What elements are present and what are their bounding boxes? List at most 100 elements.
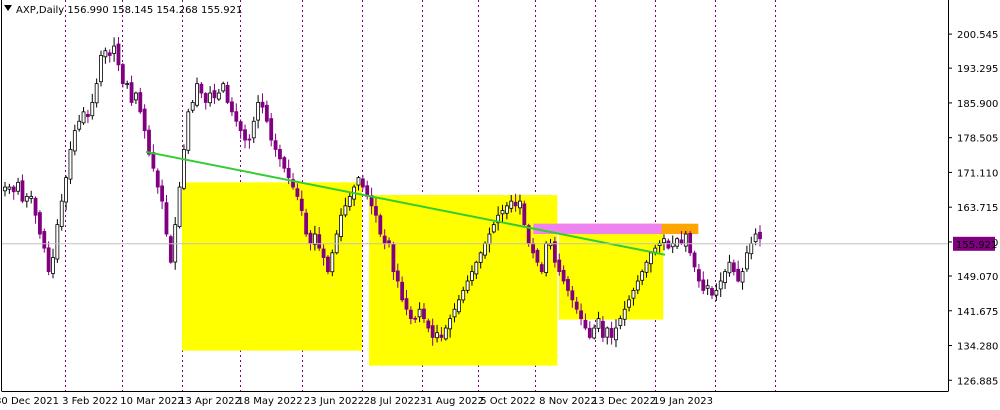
candle-body <box>648 252 653 265</box>
x-tick-label: 3 Feb 2022 <box>62 396 118 407</box>
candle-body <box>260 101 265 108</box>
candle-body <box>579 310 583 320</box>
candle-body <box>395 270 400 282</box>
candle-body <box>487 233 492 245</box>
x-tick-label: 23 Jun 2022 <box>304 396 364 407</box>
candle-body <box>378 215 383 235</box>
candle-body <box>312 233 317 245</box>
candle-body <box>264 104 269 122</box>
candle-body <box>142 108 147 132</box>
candle-body <box>426 320 431 329</box>
y-tick-label: 134.280 <box>957 342 998 353</box>
y-tick-label: 178.505 <box>957 134 998 145</box>
y-tick-label: 171.110 <box>957 168 998 179</box>
candle-body <box>291 179 295 188</box>
candle-body <box>531 243 535 254</box>
candle-body <box>216 92 221 100</box>
highlight-zone <box>182 182 362 351</box>
candle-body <box>99 55 103 83</box>
x-tick-label: 31 Aug 2022 <box>420 396 484 407</box>
candle-body <box>238 121 243 132</box>
candle-body <box>400 281 405 301</box>
candle-body <box>697 269 701 282</box>
candle-body <box>631 290 636 299</box>
candle-body <box>740 271 745 283</box>
candle-body <box>116 43 121 66</box>
collapse-arrow-icon[interactable] <box>4 5 12 11</box>
candle-body <box>544 243 549 273</box>
y-tick-label: 126.885 <box>957 376 998 387</box>
candle-body <box>7 186 12 190</box>
candle-body <box>317 234 322 249</box>
candle-body <box>640 271 645 281</box>
candle-body <box>221 83 226 92</box>
candle-body <box>465 280 470 291</box>
candle-body <box>539 264 544 273</box>
candle-body <box>478 252 483 263</box>
candle-body <box>190 102 195 111</box>
candle-body <box>504 205 509 214</box>
candle-body <box>644 261 649 273</box>
candle-body <box>679 239 684 244</box>
candle-body <box>731 262 736 273</box>
candle-body <box>391 244 396 273</box>
y-tick-label: 149.070 <box>957 272 998 283</box>
candle-body <box>662 238 666 244</box>
candle-body <box>147 129 151 155</box>
candle-body <box>3 186 7 192</box>
candle-body <box>448 318 453 330</box>
candle-body <box>374 206 378 216</box>
candle-body <box>212 90 217 99</box>
candle-body <box>749 243 754 255</box>
candle-body <box>496 214 501 224</box>
candle-body <box>404 298 409 310</box>
candle-body <box>77 120 82 130</box>
candle-body <box>443 327 448 340</box>
candle-body <box>282 157 287 169</box>
candle-body <box>278 149 282 160</box>
candle-body <box>461 290 466 301</box>
candle-body <box>243 129 247 141</box>
candle-body <box>605 327 610 338</box>
candle-body <box>452 308 457 318</box>
candle-body <box>583 319 588 329</box>
candle-body <box>753 233 758 243</box>
candle-body <box>522 203 527 226</box>
candle-body <box>24 196 29 202</box>
candle-body <box>33 197 38 216</box>
x-tick-label: 19 Jan 2023 <box>653 396 713 407</box>
candle-body <box>609 328 614 338</box>
candle-body <box>360 178 365 188</box>
current-price-tag <box>953 236 995 251</box>
candle-body <box>666 240 671 249</box>
candle-body <box>20 180 25 202</box>
candle-body <box>304 212 309 235</box>
candle-body <box>46 247 51 273</box>
candle-body <box>622 308 627 320</box>
candle-body <box>339 214 343 237</box>
candle-body <box>177 186 182 228</box>
candle-body <box>247 138 252 141</box>
candle-body <box>86 113 90 117</box>
candle-body <box>552 241 557 263</box>
candle-body <box>299 198 304 211</box>
candle-body <box>112 45 117 54</box>
x-tick-label: 18 May 2022 <box>237 396 302 407</box>
candle-body <box>413 317 418 320</box>
candle-body <box>199 83 204 94</box>
candle-body <box>474 261 479 275</box>
candle-body <box>203 93 208 103</box>
y-tick-label: 163.715 <box>957 203 998 214</box>
y-tick-label: 141.675 <box>957 307 998 318</box>
candle-body <box>635 280 640 291</box>
candle-body <box>164 202 169 235</box>
trendline[interactable] <box>145 150 666 256</box>
candle-body <box>286 168 291 179</box>
candle-body <box>387 240 391 244</box>
candle-body <box>186 111 191 151</box>
candle-body <box>160 185 165 202</box>
chart-header: AXP,Daily 156.990 158.145 154.268 155.92… <box>16 5 242 16</box>
candle-body <box>256 102 261 121</box>
candle-body <box>269 118 274 141</box>
